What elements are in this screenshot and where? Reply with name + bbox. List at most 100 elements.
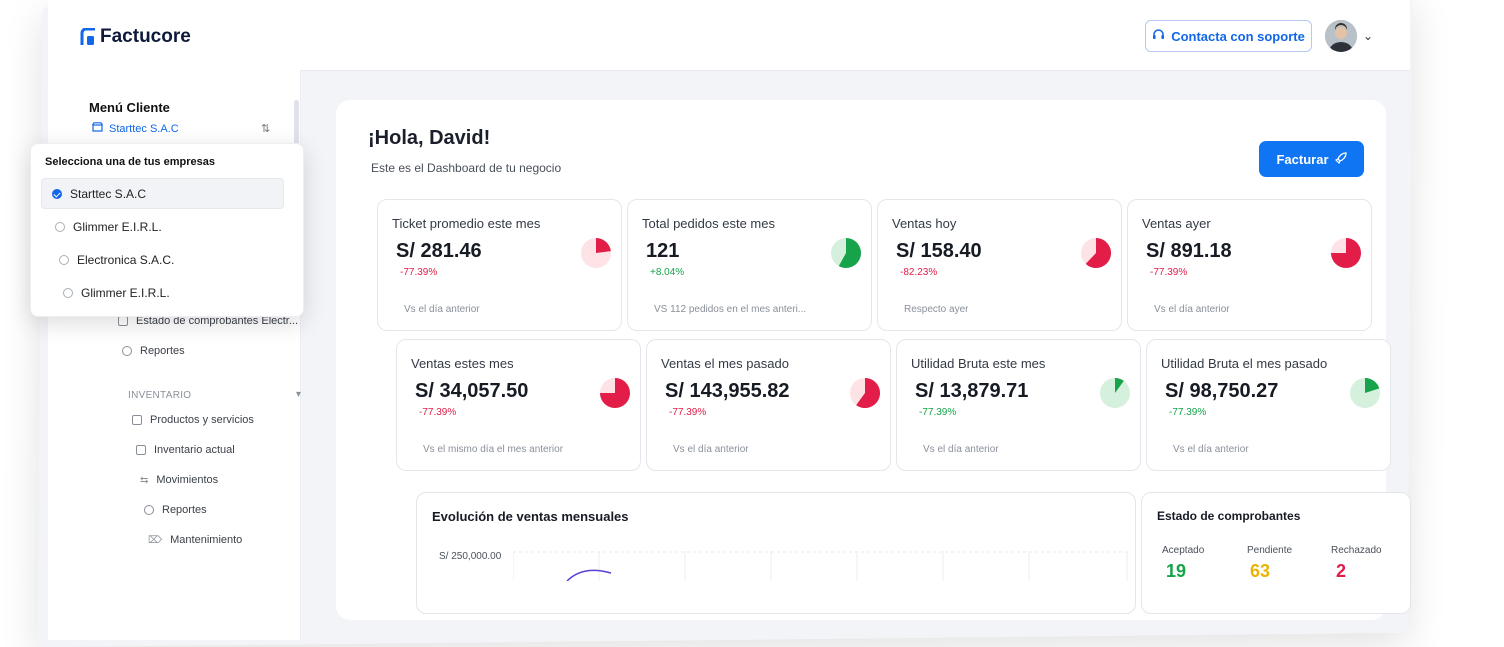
kpi-pie-icon (600, 378, 630, 408)
kpi-label: Ventas ayer (1142, 216, 1211, 231)
kpi-pie-icon (1331, 238, 1361, 268)
kpi-footer: Vs el día anterior (673, 444, 749, 455)
company-selector[interactable]: Starttec S.A.C (92, 122, 179, 135)
kpi-change: -77.39% (1150, 267, 1188, 278)
sidebar-item-label: Mantenimiento (170, 534, 243, 546)
chevron-down-icon[interactable]: ▾ (296, 389, 302, 400)
company-option-label: Glimmer E.I.R.L. (73, 219, 162, 234)
kpi-pie-icon (1350, 378, 1380, 408)
pie-slice (600, 378, 630, 408)
kpi-label: Ventas hoy (892, 216, 957, 231)
kpi-footer: Vs el día anterior (1154, 304, 1230, 315)
store-icon (92, 122, 103, 135)
cube-icon (136, 445, 146, 455)
sidebar-item-label: Estado de comprobantes Electr... (136, 315, 299, 327)
kpi-footer: Vs el mismo día el mes anterior (423, 444, 564, 455)
sidebar-item-label: Movimientos (156, 474, 219, 486)
y-tick-label: S/ 250,000.00 (439, 551, 502, 562)
sidebar-item-mantenimiento[interactable]: ⌦ Mantenimiento (148, 534, 242, 546)
status-pending-count[interactable]: 63 (1250, 561, 1271, 581)
kpi-label: Ventas estes mes (411, 356, 514, 371)
chart-grid (513, 551, 1128, 581)
status-rejected-label: Rechazado (1331, 545, 1382, 556)
radio-icon (63, 287, 73, 298)
company-option[interactable]: Starttec S.A.C (41, 178, 284, 209)
sidebar-item-label: Reportes (140, 345, 185, 357)
kpi-pie-icon (581, 238, 611, 268)
support-button[interactable]: Contacta con soporte (1145, 20, 1312, 52)
sidebar-item-reportes[interactable]: Reportes (122, 345, 185, 357)
kpi-footer: Vs el día anterior (1173, 444, 1249, 455)
kpi-value: S/ 98,750.27 (1165, 380, 1279, 402)
pie-slice (1331, 238, 1361, 268)
sort-arrows-icon[interactable]: ⇅ (261, 123, 271, 135)
factucore-logo-icon (80, 27, 96, 46)
report-icon (144, 505, 154, 515)
status-card: Estado de comprobantes Aceptado 19 Pendi… (1141, 492, 1411, 614)
company-option[interactable]: Glimmer E.I.R.L. (53, 277, 296, 308)
avatar[interactable] (1325, 20, 1357, 52)
kpi-card[interactable]: Utilidad Bruta este mes S/ 13,879.71 -77… (896, 339, 1141, 471)
kpi-value: S/ 34,057.50 (415, 380, 529, 402)
kpi-card[interactable]: Ventas hoy S/ 158.40 -82.23% Respecto ay… (877, 199, 1122, 331)
kpi-pie-icon (850, 378, 880, 408)
kpi-pie-icon (831, 238, 861, 268)
pie-slice (1115, 378, 1124, 393)
sidebar-item-label: Inventario actual (154, 444, 235, 456)
arrows-icon: ⇆ (140, 474, 149, 486)
kpi-card[interactable]: Ventas ayer S/ 891.18 -77.39% Vs el día … (1127, 199, 1372, 331)
menu-title: Menú Cliente (89, 100, 170, 115)
kpi-card[interactable]: Ventas el mes pasado S/ 143,955.82 -77.3… (646, 339, 891, 471)
greeting: ¡Hola, David! (368, 127, 491, 149)
rocket-icon (1334, 151, 1347, 167)
kpi-card[interactable]: Total pedidos este mes 121 +8.04% VS 112… (627, 199, 872, 331)
sidebar-item-inventario-actual[interactable]: Inventario actual (136, 444, 235, 456)
status-title: Estado de comprobantes (1157, 509, 1301, 523)
sidebar-item-movimientos[interactable]: ⇆ Movimientos (140, 474, 218, 486)
status-accepted-label: Aceptado (1162, 545, 1205, 556)
chevron-down-icon[interactable]: ⌄ (1363, 29, 1374, 43)
kpi-footer: VS 112 pedidos en el mes anteri... (654, 304, 807, 315)
radio-icon (55, 221, 65, 232)
company-option-label: Starttec S.A.C (70, 186, 147, 201)
kpi-change: -77.39% (400, 267, 438, 278)
kpi-card[interactable]: Ventas estes mes S/ 34,057.50 -77.39% Vs… (396, 339, 641, 471)
sidebar-scrollbar[interactable] (294, 100, 299, 150)
kpi-label: Total pedidos este mes (642, 216, 775, 231)
company-option[interactable]: Electronica S.A.C. (49, 244, 292, 275)
company-option[interactable]: Glimmer E.I.R.L. (45, 211, 288, 242)
inventory-section-label[interactable]: INVENTARIO (128, 390, 192, 401)
kpi-value: S/ 891.18 (1146, 240, 1232, 262)
report-icon (122, 346, 132, 356)
kpi-card[interactable]: Utilidad Bruta el mes pasado S/ 98,750.2… (1146, 339, 1391, 471)
status-accepted-count[interactable]: 19 (1166, 561, 1187, 581)
kpi-card[interactable]: Ticket promedio este mes S/ 281.46 -77.3… (377, 199, 622, 331)
kpi-label: Ventas el mes pasado (661, 356, 789, 371)
kpi-value: S/ 13,879.71 (915, 380, 1029, 402)
company-option-label: Electronica S.A.C. (77, 252, 175, 267)
kpi-change: -77.39% (1169, 407, 1207, 418)
kpi-pie-icon (1081, 238, 1111, 268)
support-label: Contacta con soporte (1171, 28, 1305, 44)
kpi-pie-icon (1100, 378, 1130, 408)
kpi-value: S/ 281.46 (396, 240, 482, 262)
kpi-label: Utilidad Bruta este mes (911, 356, 1046, 371)
kpi-change: -77.39% (419, 407, 457, 418)
logo[interactable]: Factucore (80, 26, 191, 48)
status-rejected-count[interactable]: 2 (1336, 561, 1347, 581)
sidebar-item-inventory-reportes[interactable]: Reportes (144, 504, 207, 516)
pie-slice (1085, 238, 1111, 268)
sidebar-item-label: Reportes (162, 504, 207, 516)
chart-title: Evolución de ventas mensuales (432, 509, 629, 524)
pie-slice (856, 378, 880, 408)
current-company-label: Starttec S.A.C (109, 122, 179, 135)
sidebar-item-productos[interactable]: Productos y servicios (132, 414, 254, 426)
status-pending-label: Pendiente (1247, 545, 1293, 556)
document-icon (118, 316, 128, 326)
facturar-button[interactable]: Facturar (1259, 141, 1364, 177)
pie-slice (838, 238, 861, 268)
dropdown-title: Selecciona una de tus empresas (45, 156, 215, 168)
kpi-change: -82.23% (900, 267, 938, 278)
radio-icon (59, 254, 69, 265)
sales-chart-card: Evolución de ventas mensuales S/ 250,000… (416, 492, 1136, 614)
